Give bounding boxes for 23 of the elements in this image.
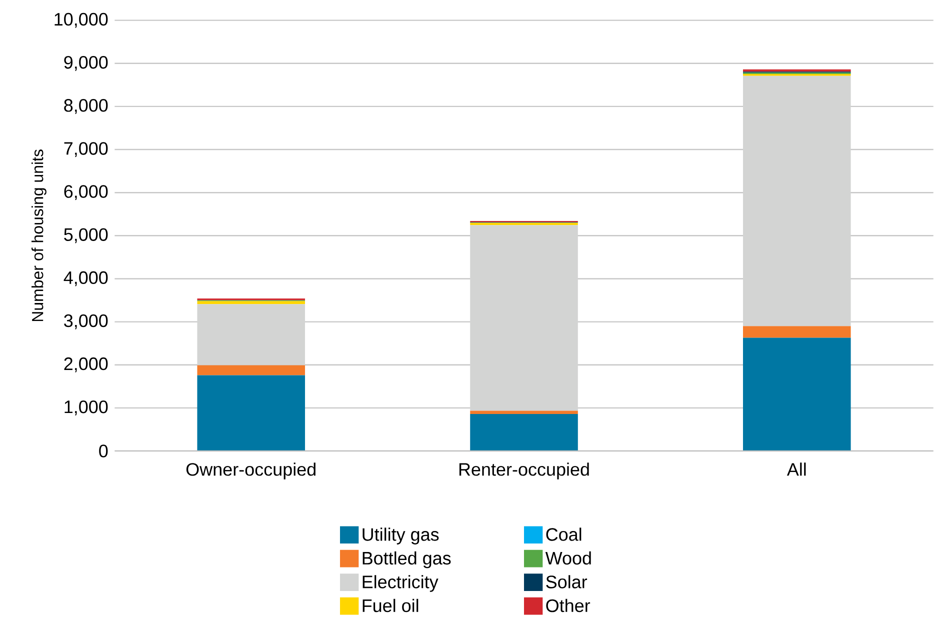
legend-label: Other [546,598,590,612]
y-tick-label: 9,000 [64,56,108,71]
y-tick-label: 6,000 [64,185,108,200]
legend-label: Utility gas [362,528,439,544]
y-tick-label: 0 [99,444,108,458]
x-tick-label: Owner-occupied [186,462,316,480]
y-axis-title: Number of housing units [32,150,46,322]
y-tick-label: 8,000 [64,99,108,114]
legend-label: Bottled gas [362,551,451,568]
y-tick-label: 2,000 [64,357,108,372]
y-tick-label: 4,000 [64,271,108,286]
legend-label: Electricity [362,575,438,592]
y-tick-label: 7,000 [64,142,108,157]
y-tick-label: 10,000 [54,12,108,28]
x-tick-label: Renter-occupied [459,462,589,480]
legend-label: Coal [546,528,582,541]
legend-label: Solar [546,575,588,588]
x-tick-label: All [786,462,806,476]
y-tick-label: 1,000 [64,400,108,416]
y-tick-label: 3,000 [64,314,108,330]
y-tick-label: 5,000 [64,228,108,244]
legend-label: Fuel oil [362,598,418,612]
legend-label: Wood [545,551,591,565]
